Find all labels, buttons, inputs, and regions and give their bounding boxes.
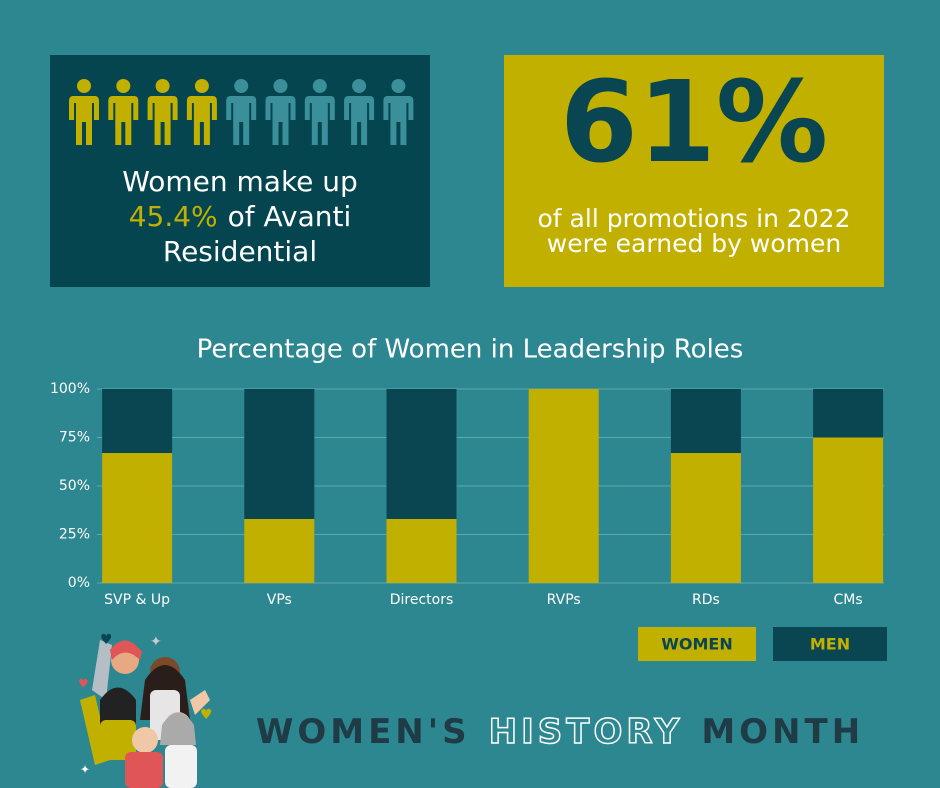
bar-segment <box>528 389 599 583</box>
person-body <box>69 96 99 145</box>
svg-text:♥: ♥ <box>200 707 213 723</box>
y-tick-label: 100% <box>50 381 90 397</box>
bar-segment <box>102 453 173 583</box>
intro-text: of Avanti <box>228 200 352 233</box>
footer-outline: HISTORY <box>489 712 684 752</box>
svg-text:✦: ✦ <box>150 634 162 650</box>
x-tick-label: RDs <box>692 592 720 608</box>
person-body <box>108 96 139 145</box>
people-icons <box>69 79 414 145</box>
person-head <box>116 79 131 93</box>
person-head <box>391 79 406 93</box>
footer: WOMEN'S HISTORY MONTH <box>256 712 864 752</box>
y-tick-label: 50% <box>59 478 90 494</box>
footer-part: WOMEN'S <box>256 712 471 752</box>
person-head <box>234 79 249 93</box>
person-head <box>312 79 327 93</box>
legend-swatch <box>638 627 756 661</box>
person-head <box>77 79 91 93</box>
bar-segment <box>102 389 173 454</box>
legend-label: MEN <box>810 635 850 654</box>
person-body <box>147 96 178 145</box>
promo-panel <box>504 55 884 287</box>
svg-text:♥: ♥ <box>78 677 89 691</box>
highlight: 45.4% <box>129 200 218 233</box>
x-tick-label: Directors <box>390 592 454 608</box>
person-head <box>194 79 209 93</box>
person-body <box>344 96 375 145</box>
bar-segment <box>244 518 315 583</box>
x-tick-label: CMs <box>834 592 863 608</box>
bar-segment <box>670 453 741 583</box>
chart-title: Percentage of Women in Leadership Roles <box>197 335 744 365</box>
intro-text: 45.4% of Avanti <box>129 200 352 233</box>
person-body <box>226 96 257 145</box>
bar-segment <box>813 389 884 438</box>
x-tick-label: VPs <box>267 592 292 608</box>
y-tick-label: 25% <box>59 527 90 543</box>
promo-text: were earned by women <box>547 229 841 258</box>
intro-text: Residential <box>163 235 317 268</box>
chart: 0% 25% 50% 75% 100% SVP & Up VPs Directors RVPs R… <box>50 381 887 661</box>
person-head <box>273 79 288 93</box>
promo-text: of all promotions in 2022 <box>538 204 851 233</box>
svg-text:♥: ♥ <box>100 632 113 648</box>
person-head <box>352 79 367 93</box>
bar-segment <box>244 389 315 519</box>
footer-part: MONTH <box>701 712 864 752</box>
y-tick-label: 0% <box>68 575 90 591</box>
person-body <box>265 96 296 145</box>
bar-segment <box>386 518 457 583</box>
x-tick-label: SVP & Up <box>104 592 170 608</box>
svg-text:✦: ✦ <box>80 763 90 777</box>
person-body <box>383 96 414 145</box>
x-tick-label: RVPs <box>547 592 581 608</box>
person-body <box>186 96 217 145</box>
legend-swatch <box>773 627 887 661</box>
intro-text: Women make up <box>122 165 358 198</box>
bar-segment <box>670 389 741 454</box>
person-body <box>304 96 335 145</box>
promo-value: 61% <box>560 58 828 188</box>
bar-segment <box>386 389 457 519</box>
legend-label: WOMEN <box>661 635 733 654</box>
y-tick-label: 75% <box>59 430 90 446</box>
women-panel <box>50 55 430 287</box>
person-head <box>155 79 170 93</box>
illustration: ♥ ♥ ♥ ✦ ✦ <box>78 632 213 788</box>
bar-segment <box>813 437 884 583</box>
